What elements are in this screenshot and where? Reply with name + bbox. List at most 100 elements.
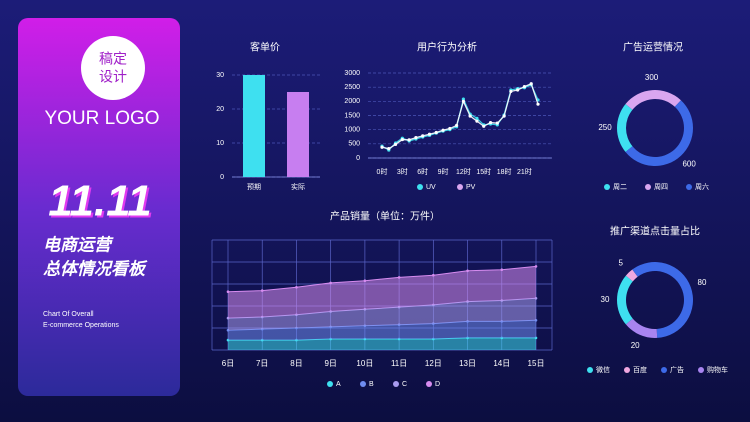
point xyxy=(516,88,520,92)
legend-swatch xyxy=(698,367,704,373)
point xyxy=(295,286,298,289)
point xyxy=(455,123,459,128)
logo-text: YOUR LOGO xyxy=(44,108,159,129)
x-tick-label: 14日 xyxy=(493,359,510,368)
point xyxy=(432,273,435,277)
x-tick-label: 实际 xyxy=(291,182,305,191)
y-tick-label: 1500 xyxy=(344,112,360,119)
point xyxy=(448,126,452,131)
slice-label: 300 xyxy=(645,73,659,82)
donut-slice xyxy=(625,100,693,166)
legend-label: UV xyxy=(426,184,436,191)
legend-swatch xyxy=(417,184,423,190)
x-tick-label: 6日 xyxy=(222,359,234,368)
x-tick-label: 12日 xyxy=(425,359,442,368)
point xyxy=(387,147,391,151)
bar xyxy=(243,75,265,177)
legend-swatch xyxy=(604,184,610,190)
x-tick-label: 15日 xyxy=(528,359,545,368)
legend-swatch xyxy=(393,381,399,387)
chart-title: 产品销量（单位：万件） xyxy=(330,210,440,223)
x-tick-label: 7日 xyxy=(256,359,268,368)
x-tick-label: 6时 xyxy=(417,167,428,176)
x-tick-label: 8日 xyxy=(290,359,302,368)
y-tick-label: 3000 xyxy=(344,70,360,77)
area xyxy=(228,337,536,350)
side-panel xyxy=(18,18,180,396)
x-tick-label: 12时 xyxy=(456,167,471,176)
legend-label: 周六 xyxy=(695,182,709,191)
point xyxy=(475,116,479,120)
slice-label: 600 xyxy=(682,160,696,169)
slice-label: 80 xyxy=(698,278,707,287)
logo-mark: 稿定 xyxy=(99,51,127,67)
point xyxy=(400,137,404,142)
legend-label: D xyxy=(435,381,440,388)
legend-label: 微信 xyxy=(596,365,610,374)
point xyxy=(495,121,499,125)
donut-slice xyxy=(632,261,694,338)
point xyxy=(509,89,513,94)
x-tick-label: 13日 xyxy=(459,359,476,368)
point xyxy=(226,290,230,294)
point xyxy=(260,289,264,292)
legend-label: 广告 xyxy=(670,365,684,374)
point xyxy=(380,145,384,149)
headline: 11.11 xyxy=(48,177,152,226)
bar xyxy=(287,92,309,177)
description: Chart Of Overall xyxy=(43,311,94,318)
y-tick-label: 20 xyxy=(216,106,224,113)
area-edge xyxy=(227,265,537,293)
legend-label: 百度 xyxy=(633,365,647,374)
chart-title: 推广渠道点击量占比 xyxy=(610,225,700,238)
point xyxy=(393,142,398,146)
legend-swatch xyxy=(624,367,630,373)
legend-swatch xyxy=(587,367,593,373)
y-tick-label: 0 xyxy=(220,174,224,181)
legend-swatch xyxy=(426,381,432,387)
donut-slice xyxy=(625,269,638,282)
point xyxy=(482,124,486,128)
x-tick-label: 预期 xyxy=(247,182,261,191)
point xyxy=(441,128,445,132)
point xyxy=(500,268,504,272)
point xyxy=(427,132,432,136)
point xyxy=(536,102,540,106)
slice-label: 250 xyxy=(598,123,612,132)
legend-swatch xyxy=(457,184,463,190)
legend-label: 周二 xyxy=(613,183,627,191)
point xyxy=(414,136,418,140)
logo-circle xyxy=(81,36,145,100)
point xyxy=(468,114,472,118)
area xyxy=(228,266,536,319)
legend-label: C xyxy=(402,381,407,388)
legend-label: B xyxy=(369,381,374,388)
x-tick-label: 0时 xyxy=(377,167,388,176)
logo-mark: 设计 xyxy=(99,69,127,85)
y-tick-label: 2500 xyxy=(344,84,360,91)
legend-swatch xyxy=(327,381,333,387)
x-tick-label: 15时 xyxy=(476,167,491,176)
donut-slice xyxy=(625,89,681,110)
legend-swatch xyxy=(686,184,692,190)
donut-slice xyxy=(625,318,658,338)
slice-label: 30 xyxy=(601,295,610,304)
x-tick-label: 21时 xyxy=(517,167,532,176)
description: E-commerce Operations xyxy=(43,322,119,329)
legend-label: A xyxy=(336,381,341,388)
point xyxy=(461,99,465,103)
x-tick-label: 3时 xyxy=(397,167,408,176)
slice-label: 20 xyxy=(631,341,640,350)
point xyxy=(461,97,465,101)
donut-slice xyxy=(616,104,633,152)
area xyxy=(228,298,536,331)
y-tick-label: 10 xyxy=(216,140,224,147)
legend-label: PV xyxy=(466,184,476,191)
x-tick-label: 10日 xyxy=(356,359,373,368)
point xyxy=(397,276,401,279)
y-tick-label: 0 xyxy=(356,155,360,162)
point xyxy=(529,82,533,86)
point xyxy=(475,119,479,123)
point xyxy=(488,120,493,125)
